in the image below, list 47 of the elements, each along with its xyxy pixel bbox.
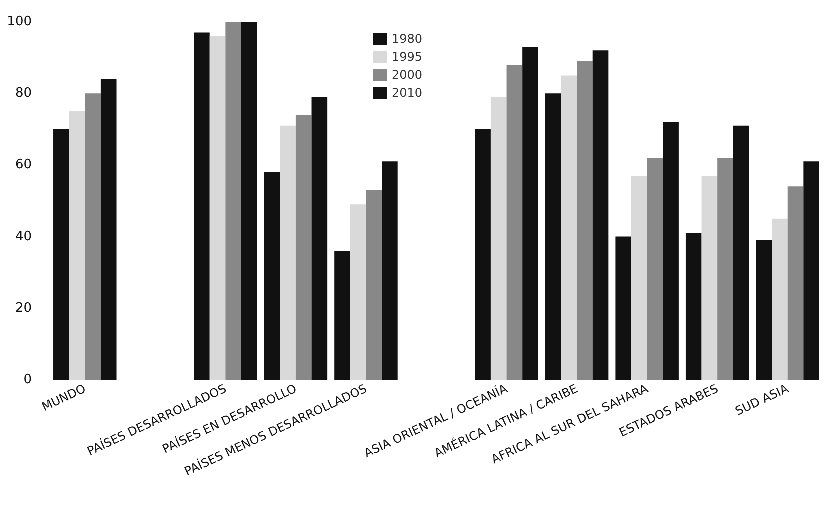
bar	[194, 32, 210, 380]
bar	[475, 129, 491, 380]
y-tick-label: 80	[15, 86, 32, 102]
y-tick-label: 40	[15, 229, 32, 244]
x-tick-label: SUD ASIA	[733, 381, 792, 418]
bar	[85, 94, 101, 380]
bar	[577, 61, 593, 380]
y-tick-label: 60	[15, 158, 32, 173]
bar	[647, 158, 664, 380]
y-tick-label: 0	[24, 372, 32, 388]
bar	[702, 176, 718, 380]
legend-label: 1980	[392, 32, 423, 46]
bar	[100, 79, 117, 380]
bar	[382, 162, 398, 380]
legend-label: 2010	[392, 86, 423, 100]
y-tick-label: 20	[15, 300, 32, 316]
bar	[592, 50, 609, 380]
bar	[210, 36, 226, 380]
bar	[733, 126, 750, 380]
bar	[69, 112, 86, 380]
bar	[616, 236, 632, 380]
bar	[296, 115, 312, 380]
bar	[226, 22, 242, 380]
bar	[280, 126, 296, 380]
bar	[241, 22, 258, 380]
legend-label: 1995	[392, 50, 423, 64]
bar	[788, 186, 804, 380]
bar	[545, 94, 562, 380]
bar	[522, 47, 538, 380]
bar	[490, 97, 507, 380]
legend-label: 2000	[392, 68, 423, 82]
bar	[506, 64, 523, 380]
bar	[718, 158, 734, 380]
bar	[756, 240, 772, 380]
bar	[663, 122, 679, 380]
bar	[334, 251, 350, 380]
bar	[350, 204, 366, 380]
bar	[366, 190, 382, 380]
bar	[561, 76, 578, 380]
bar	[312, 97, 328, 380]
bar	[54, 129, 70, 380]
bar	[632, 176, 648, 380]
y-tick-label: 100	[7, 14, 32, 30]
bar	[686, 233, 702, 380]
bar	[772, 218, 788, 380]
bar	[264, 172, 280, 380]
bar	[804, 162, 820, 380]
